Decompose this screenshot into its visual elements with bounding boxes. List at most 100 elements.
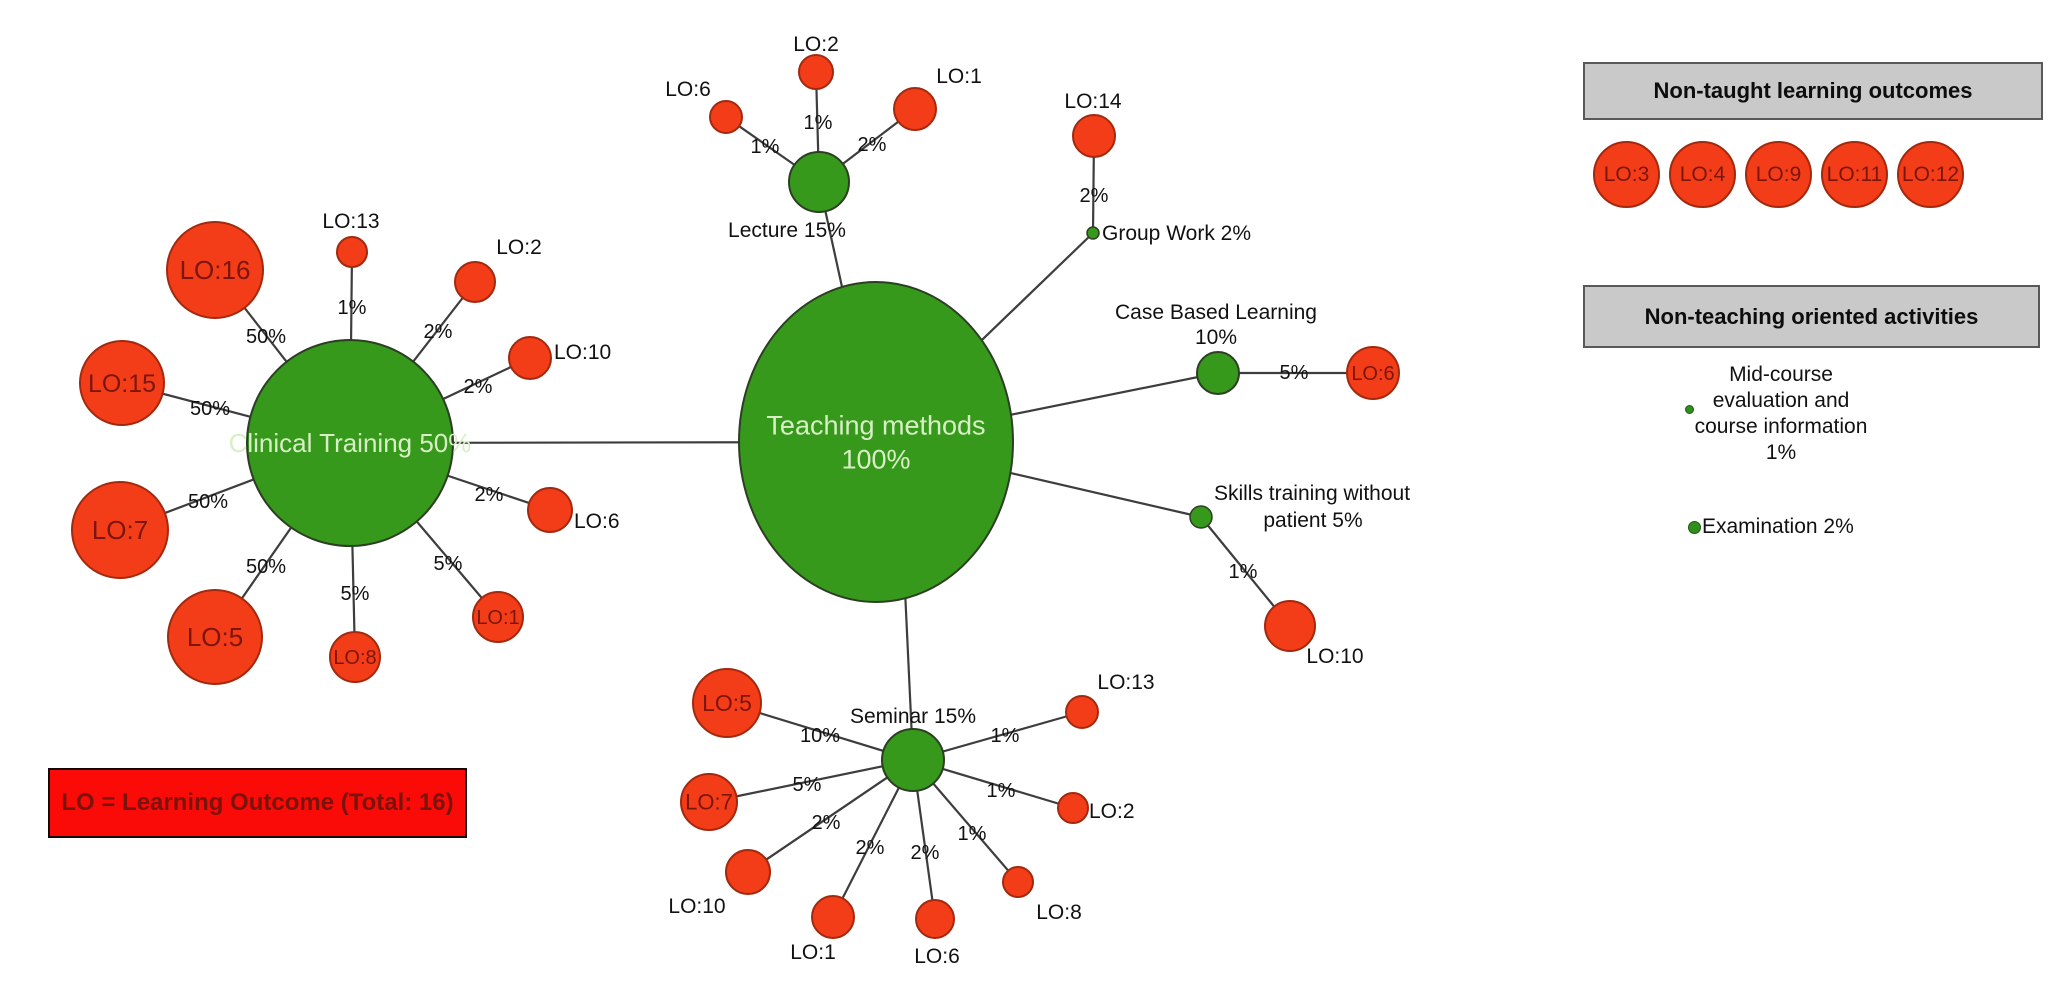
label-ct-lo10-label: LO:10 [554, 341, 611, 364]
node-label-ct-lo16: LO:16 [180, 255, 251, 285]
node-groupwork [1086, 226, 1100, 240]
node-label-ct-lo8: LO:8 [333, 647, 376, 669]
node-skills [1189, 505, 1213, 529]
edge-label-clinical-ct-lo8: 5% [341, 583, 370, 605]
edge-label-seminar-sem-lo7: 5% [793, 774, 822, 796]
node-gw-lo14 [1072, 114, 1116, 158]
node-cbl-lo6 [1346, 346, 1400, 400]
label-cbl-pct: 10% [1195, 326, 1237, 349]
node-ct-lo15 [79, 340, 165, 426]
label-sem-lo6-label: LO:6 [914, 945, 960, 968]
lo-legend-box: LO = Learning Outcome (Total: 16) [48, 768, 467, 838]
edge-label-clinical-ct-lo5: 50% [246, 556, 286, 578]
edge-label-seminar-sem-lo6: 2% [911, 842, 940, 864]
node-label-sem-lo7: LO:7 [685, 790, 733, 815]
non-taught-outcome-circle: LO:3 [1593, 141, 1660, 208]
node-clinical [246, 339, 454, 547]
node-teaching [738, 281, 1014, 603]
non-taught-outcome-label: LO:4 [1679, 162, 1726, 186]
node-sem-lo13 [1065, 695, 1099, 729]
label-gw-lo14-label: LO:14 [1064, 90, 1122, 113]
node-ct-lo8 [329, 631, 381, 683]
edge-label-seminar-sem-lo13: 1% [991, 725, 1020, 747]
edge-label-seminar-sem-lo5: 10% [800, 725, 840, 747]
label-sem-lo10-label: LO:10 [668, 895, 725, 918]
node-label-ct-lo15: LO:15 [88, 370, 156, 398]
edge-label-lecture-lec-lo2: 1% [804, 112, 833, 134]
edge-label-clinical-ct-lo7: 50% [188, 491, 228, 513]
midcourse-dot-icon [1685, 405, 1694, 414]
label-lecture-title: Lecture 15% [728, 219, 846, 242]
node-ct-lo13 [336, 236, 368, 268]
non-taught-outcomes-header: Non-taught learning outcomes [1583, 62, 2043, 120]
node-sem-lo10 [725, 849, 771, 895]
node-ct-lo10 [508, 336, 552, 380]
label-ct-lo13-label: LO:13 [322, 210, 379, 233]
label-sem-lo1-label: LO:1 [790, 941, 836, 964]
edge-label-seminar-sem-lo1: 2% [856, 837, 885, 859]
node-label-ct-lo5: LO:5 [187, 622, 243, 652]
non-taught-outcome-label: LO:12 [1901, 162, 1960, 186]
edge-seminar-sem-lo7 [708, 758, 914, 804]
node-ct-lo16 [166, 221, 264, 319]
node-label-cbl-lo6: LO:6 [1351, 363, 1394, 385]
label-sem-lo8-label: LO:8 [1036, 901, 1082, 924]
node-label-teaching: Teaching methods 100% [766, 411, 985, 475]
node-ct-lo2 [454, 261, 496, 303]
node-seminar [881, 728, 945, 792]
node-lec-lo1 [893, 87, 937, 131]
edge-label-clinical-ct-lo15: 50% [190, 398, 230, 420]
non-taught-outcome-label: LO:9 [1755, 162, 1802, 186]
edge-label-cbl-cbl-lo6: 5% [1280, 362, 1309, 384]
non-taught-outcome-circle: LO:9 [1745, 141, 1812, 208]
non-taught-outcome-label: LO:3 [1603, 162, 1650, 186]
examination-item: Examination 2% [1688, 514, 1854, 540]
non-taught-outcomes-row: LO:3 LO:4 LO:9 LO:11 LO:12 [1593, 141, 1964, 208]
node-ct-lo1 [472, 591, 524, 643]
label-lec-lo6-label: LO:6 [665, 78, 711, 101]
node-ct-lo5 [167, 589, 263, 685]
edge-label-clinical-ct-lo1: 5% [434, 553, 463, 575]
edge-label-seminar-sem-lo2: 1% [987, 780, 1016, 802]
node-sem-lo6 [915, 899, 955, 939]
examination-dot-icon [1688, 520, 1701, 534]
non-taught-outcome-label: LO:11 [1826, 162, 1883, 186]
edge-label-clinical-ct-lo10: 2% [464, 376, 493, 398]
label-sk-lo10-label: LO:10 [1306, 645, 1363, 668]
edge-label-clinical-ct-lo6: 2% [475, 484, 504, 506]
label-seminar-title: Seminar 15% [850, 705, 976, 728]
edge-label-seminar-sem-lo8: 1% [958, 823, 987, 845]
label-lec-lo2-label: LO:2 [793, 33, 839, 56]
edge-label-lecture-lec-lo6: 1% [751, 136, 780, 158]
label-cbl-title: Case Based Learning [1115, 301, 1317, 324]
node-ct-lo7 [71, 481, 169, 579]
midcourse-evaluation-item: Mid-course evaluation and course informa… [1694, 363, 1868, 464]
non-taught-outcome-circle: LO:4 [1669, 141, 1736, 208]
label-sem-lo13-label: LO:13 [1097, 671, 1154, 694]
node-sem-lo7 [680, 773, 738, 831]
node-label-ct-lo1: LO:1 [476, 607, 519, 629]
edge-label-clinical-ct-lo13: 1% [338, 297, 367, 319]
node-lec-lo2 [798, 54, 834, 90]
edge-seminar-sem-lo10 [747, 759, 914, 873]
non-taught-outcome-circle: LO:12 [1897, 141, 1964, 208]
examination-label: Examination 2% [1702, 515, 1854, 538]
node-label-sem-lo5: LO:5 [702, 690, 752, 716]
edge-label-groupwork-gw-lo14: 2% [1080, 185, 1109, 207]
node-label-ct-lo7: LO:7 [92, 515, 148, 545]
node-lec-lo6 [709, 100, 743, 134]
node-lecture [788, 151, 850, 213]
label-group-work-title: Group Work 2% [1102, 222, 1251, 245]
non-teaching-activities-header: Non-teaching oriented activities [1583, 285, 2040, 348]
node-sem-lo2 [1057, 792, 1089, 824]
label-lec-lo1-label: LO:1 [936, 65, 982, 88]
edge-label-seminar-sem-lo10: 2% [812, 812, 841, 834]
node-ct-lo6 [527, 487, 573, 533]
node-cbl [1196, 351, 1240, 395]
node-sem-lo8 [1002, 866, 1034, 898]
edge-label-lecture-lec-lo1: 2% [858, 134, 887, 156]
label-sem-lo2-label: LO:2 [1089, 800, 1135, 823]
label-ct-lo6-label: LO:6 [574, 510, 620, 533]
